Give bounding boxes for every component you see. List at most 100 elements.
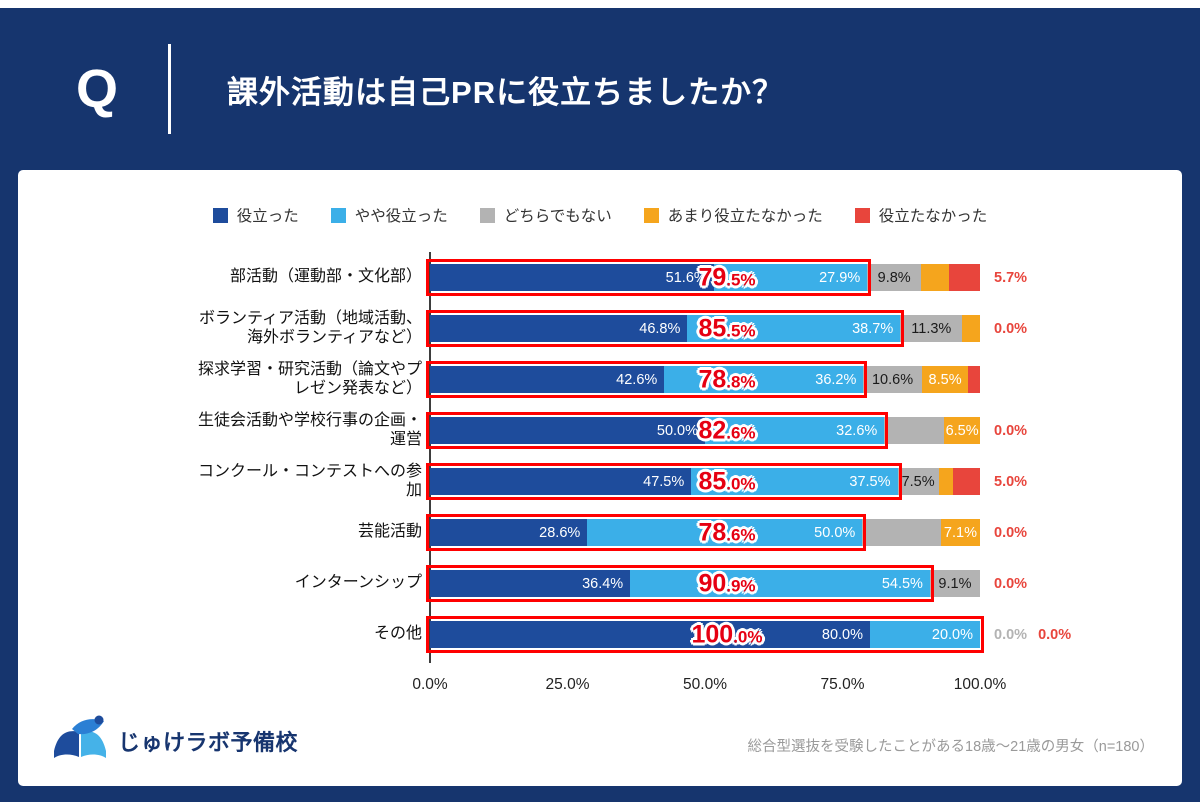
- jukelab-logo-icon: [52, 715, 108, 766]
- segment-value-label: 37.5%: [849, 473, 891, 490]
- segment-value-label: 51.6%: [665, 269, 707, 286]
- combined-frac-part: .5%: [726, 321, 756, 340]
- chart-row: その他 80.0% 20.0% 100.0% 0.0% 0.0%: [18, 609, 1182, 660]
- legend-swatch-helped: [212, 207, 228, 223]
- segment-not-very-helpful: 8.5%: [921, 366, 969, 393]
- combined-frac-part: .6%: [726, 423, 756, 442]
- right-value-label-red: 5.7%: [994, 269, 1028, 286]
- legend-label-somewhat-helped: やや役立った: [354, 208, 448, 225]
- segment-value-label: 46.8%: [639, 320, 681, 337]
- bar-area: 42.6% 36.2% 10.6% 8.5% 78.8%: [426, 361, 980, 398]
- chart-rows: 部活動（運動部・文化部） 51.6% 27.9% 9.8% 79.5% 5.7% ボランティ…: [18, 252, 1182, 663]
- segment-value-label: 47.5%: [643, 473, 685, 490]
- logo-text: じゅけラボ予備校: [118, 729, 299, 755]
- category-label: 生徒会活動や学校行事の企画・ 運営: [197, 411, 422, 448]
- combined-frac-part: .0%: [733, 627, 763, 646]
- legend-swatch-not-very-helpful: [643, 207, 659, 223]
- bar-area: 51.6% 27.9% 9.8% 79.5%: [426, 259, 980, 296]
- legend-swatch-not-helpful: [854, 207, 870, 223]
- chart-row: 生徒会活動や学校行事の企画・ 運営 50.0% 32.6% 6.5% 82.6% 0.0%: [18, 405, 1182, 456]
- right-value-label-red: 5.0%: [994, 473, 1028, 490]
- segment-value-label: 28.6%: [539, 524, 581, 541]
- chart-row: インターンシップ 36.4% 54.5% 9.1% 90.9% 0.0%: [18, 558, 1182, 609]
- combined-int-part: 90: [698, 569, 727, 597]
- segment-somewhat-helped: 50.0%: [587, 519, 863, 546]
- legend-item-helped: 役立った: [212, 204, 299, 226]
- category-label: コンクール・コンテストへの参加: [197, 462, 422, 499]
- bar-area: 47.5% 37.5% 7.5% 85.0%: [426, 463, 980, 500]
- stacked-bar: 36.4% 54.5% 9.1%: [430, 570, 980, 597]
- header-divider: [168, 44, 172, 134]
- legend-label-neither: どちらでもない: [503, 208, 612, 225]
- legend-label-not-very-helpful: あまり役立たなかった: [667, 208, 823, 225]
- right-value-label-red: 0.0%: [994, 575, 1028, 592]
- combined-int-part: 79: [698, 263, 727, 291]
- segment-helped: 50.0%: [430, 417, 705, 444]
- segment-value-label: 10.6%: [871, 371, 914, 388]
- bar-area: 50.0% 32.6% 6.5% 82.6%: [426, 412, 980, 449]
- segment-value-label: 42.6%: [616, 371, 658, 388]
- right-value-label-red: 0.0%: [994, 422, 1028, 439]
- question-mark-label: Q: [76, 59, 119, 119]
- segment-value-label: 36.4%: [582, 575, 624, 592]
- legend-item-not-helpful: 役立たなかった: [854, 204, 988, 226]
- segment-value-label: 27.9%: [819, 269, 861, 286]
- right-labels: 5.0%: [980, 474, 1027, 490]
- segment-value-label: 54.5%: [881, 575, 923, 592]
- combined-percentage-label: 85.5%: [698, 314, 755, 343]
- combined-int-part: 78: [698, 518, 727, 546]
- segment-value-label: 9.8%: [877, 269, 911, 286]
- stacked-bar: 51.6% 27.9% 9.8%: [430, 264, 980, 291]
- segment-neither: 11.3%: [900, 315, 963, 342]
- combined-percentage-label: 90.9%: [698, 569, 755, 598]
- segment-value-label: 7.1%: [943, 524, 977, 541]
- chart: 部活動（運動部・文化部） 51.6% 27.9% 9.8% 79.5% 5.7% ボランティ…: [18, 252, 1182, 698]
- segment-value-label: 32.6%: [836, 422, 878, 439]
- segment-neither: 9.8%: [867, 264, 922, 291]
- bar-area: 28.6% 50.0% 7.1% 78.6%: [426, 514, 980, 551]
- x-tick-label: 0.0%: [412, 676, 448, 693]
- right-value-label-gray: 0.0%: [994, 626, 1028, 643]
- segment-helped: 51.6%: [430, 264, 714, 291]
- x-tick-label: 100.0%: [953, 676, 1007, 693]
- segment-somewhat-helped: 38.7%: [687, 315, 901, 342]
- segment-somewhat-helped: 37.5%: [691, 468, 898, 495]
- right-value-label-red: 0.0%: [994, 320, 1028, 337]
- segment-value-label: 36.2%: [815, 371, 857, 388]
- combined-frac-part: .8%: [726, 372, 756, 391]
- category-label: ボランティア活動（地域活動、 海外ボランティアなど）: [198, 309, 422, 346]
- combined-int-part: 78: [698, 365, 727, 393]
- segment-not-very-helpful: [962, 315, 980, 342]
- chart-row: 芸能活動 28.6% 50.0% 7.1% 78.6% 0.0%: [18, 507, 1182, 558]
- bar-area: 36.4% 54.5% 9.1% 90.9%: [426, 565, 980, 602]
- segment-neither: [884, 417, 945, 444]
- jukelab-logo: じゅけラボ予備校: [52, 715, 298, 766]
- segment-helped: 28.6%: [430, 519, 588, 546]
- legend-label-helped: 役立った: [236, 208, 299, 225]
- segment-not-helpful: [948, 264, 980, 291]
- legend: 役立った やや役立った どちらでもない あまり役立たなかった 役立たなかった: [18, 204, 1182, 226]
- segment-neither: [862, 519, 941, 546]
- legend-item-not-very-helpful: あまり役立たなかった: [643, 204, 823, 226]
- bar-area: 80.0% 20.0% 100.0%: [426, 616, 984, 653]
- chart-card: 役立った やや役立った どちらでもない あまり役立たなかった 役立たなかった 部活動（運…: [18, 170, 1182, 786]
- segment-helped: 42.6%: [430, 366, 665, 393]
- combined-frac-part: .9%: [726, 576, 756, 595]
- segment-not-very-helpful: [938, 468, 953, 495]
- chart-row: コンクール・コンテストへの参加 47.5% 37.5% 7.5% 85.0% 5.0%: [18, 456, 1182, 507]
- segment-value-label: 11.3%: [911, 320, 952, 337]
- bar-area: 46.8% 38.7% 11.3% 85.5%: [426, 310, 980, 347]
- category-label: 探求学習・研究活動（論文やプ レゼン発表など）: [197, 360, 422, 397]
- legend-item-somewhat-helped: やや役立った: [330, 204, 448, 226]
- header: Q 課外活動は自己PRに役立ちましたか？: [0, 8, 1200, 170]
- segment-helped: 80.0%: [430, 621, 870, 648]
- combined-frac-part: .5%: [726, 270, 756, 289]
- combined-int-part: 85: [698, 467, 727, 495]
- category-label: 芸能活動: [357, 523, 422, 541]
- legend-label-not-helpful: 役立たなかった: [878, 208, 988, 225]
- segment-somewhat-helped: 54.5%: [630, 570, 930, 597]
- segment-value-label: 6.5%: [945, 422, 979, 439]
- right-labels: 0.0% 0.0%: [980, 627, 1071, 643]
- segment-not-very-helpful: 6.5%: [944, 417, 980, 444]
- stacked-bar: 42.6% 36.2% 10.6% 8.5%: [430, 366, 980, 393]
